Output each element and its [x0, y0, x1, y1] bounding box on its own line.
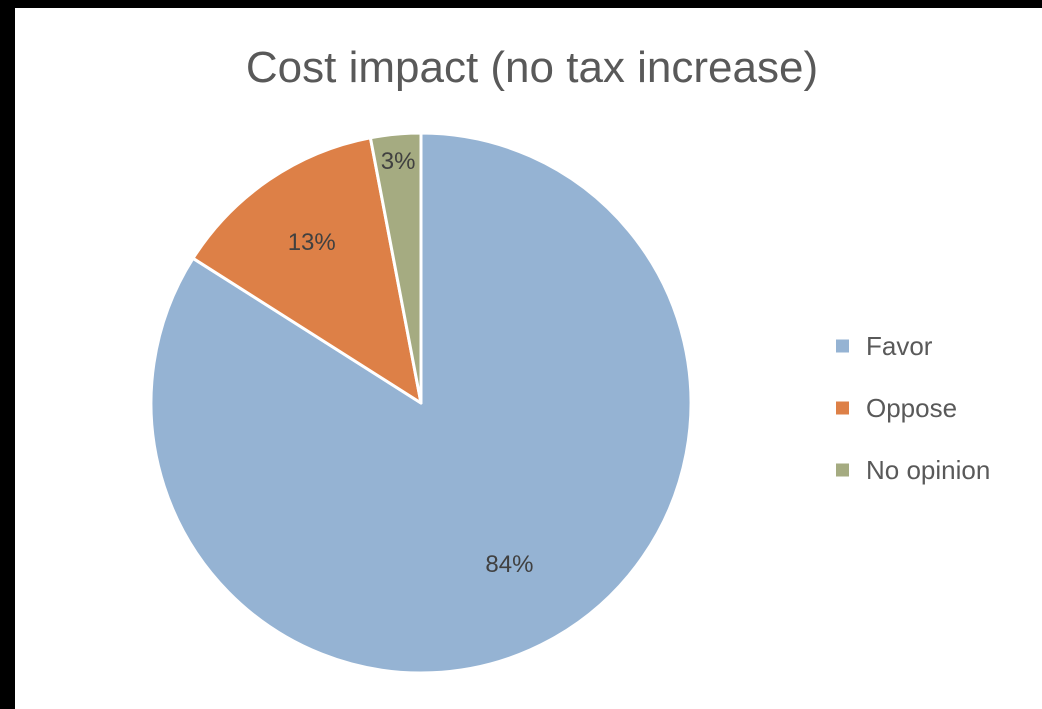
- legend-label-no-opinion: No opinion: [866, 455, 990, 485]
- pie-data-labels: 84% 13% 3%: [288, 148, 534, 578]
- legend-label-oppose: Oppose: [866, 393, 957, 423]
- pie-slices: [149, 131, 693, 675]
- pie-slice-oppose: [191, 136, 423, 405]
- data-label-no-opinion: 3%: [381, 148, 416, 175]
- chart-title: Cost impact (no tax increase): [246, 43, 818, 92]
- legend-label-favor: Favor: [866, 331, 933, 361]
- pie-slice-favor: [149, 131, 693, 675]
- pie-slice-no-opinion: [368, 131, 423, 405]
- legend-swatch-oppose: [836, 401, 849, 415]
- legend-swatch-favor: [836, 339, 849, 353]
- legend-swatch-no-opinion: [836, 463, 849, 477]
- legend: Favor Oppose No opinion: [836, 331, 990, 485]
- data-label-oppose: 13%: [288, 229, 336, 256]
- data-label-favor: 84%: [485, 551, 533, 578]
